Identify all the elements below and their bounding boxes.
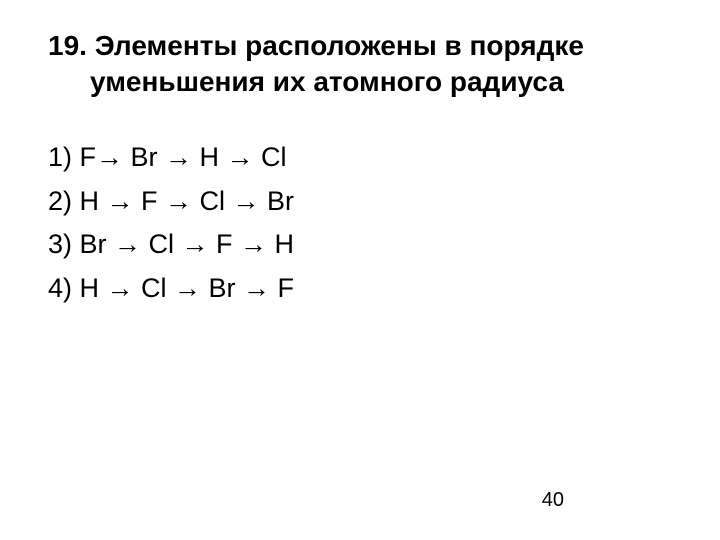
question-title: 19. Элементы расположены в порядке умень…: [48, 28, 672, 101]
options-list: 1) F→ Br → H → Cl 2) H → F → Cl → Br 3) …: [48, 137, 672, 310]
question-title-line1: 19. Элементы расположены в порядке: [48, 28, 672, 64]
option-1: 1) F→ Br → H → Cl: [48, 137, 672, 179]
question-title-line2: уменьшения их атомного радиуса: [48, 64, 672, 100]
option-3: 3) Br → Cl → F → H: [48, 224, 672, 266]
page-number: 40: [542, 489, 564, 512]
option-2: 2) H → F → Cl → Br: [48, 181, 672, 223]
option-4: 4) H → Cl → Br → F: [48, 268, 672, 310]
